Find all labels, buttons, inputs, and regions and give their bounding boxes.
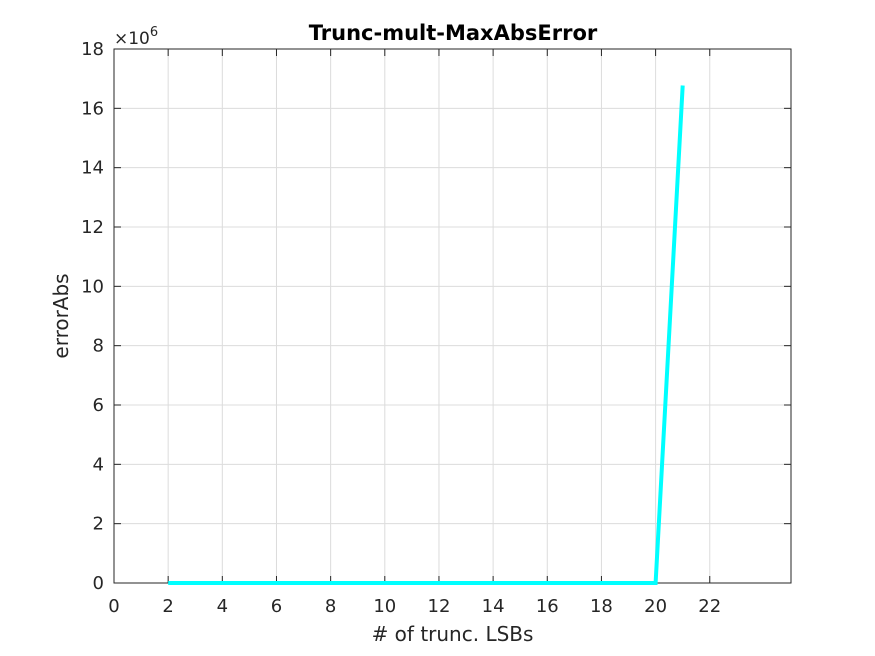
y-tick-label: 18: [81, 39, 104, 60]
y-tick-label: 10: [81, 276, 104, 297]
y-tick-label: 0: [93, 573, 104, 594]
x-tick-label: 0: [108, 596, 119, 617]
x-tick-label: 8: [325, 596, 336, 617]
y-tick-label: 4: [93, 454, 104, 475]
x-tick-label: 10: [373, 596, 396, 617]
ticks-layer: 0 2 4 6 8 10 12 14 16 18 20 22 0 2 4 6 8 10 12 14 16 18: [81, 39, 791, 617]
y-tick-label: 14: [81, 158, 104, 179]
y-tick-label: 8: [93, 336, 104, 357]
y-axis-label: errorAbs: [49, 273, 73, 358]
x-tick-label: 14: [482, 596, 505, 617]
series-layer: [168, 85, 685, 585]
x-tick-label: 22: [698, 596, 721, 617]
y-exponent-power: 6: [150, 25, 158, 40]
x-tick-label: 6: [271, 596, 282, 617]
y-exponent-base: ×10: [114, 29, 150, 49]
y-axis-exponent: ×106: [114, 25, 158, 49]
y-tick-label: 2: [93, 514, 104, 535]
chart-title: Trunc-mult-MaxAbsError: [309, 21, 598, 45]
x-tick-label: 12: [428, 596, 451, 617]
y-tick-label: 16: [81, 98, 104, 119]
y-tick-label: 6: [93, 395, 104, 416]
x-tick-label: 18: [590, 596, 613, 617]
x-tick-label: 16: [536, 596, 559, 617]
x-tick-label: 2: [162, 596, 173, 617]
x-axis-label: # of trunc. LSBs: [372, 622, 534, 646]
series-line: [168, 85, 685, 585]
x-tick-label: 20: [644, 596, 667, 617]
y-tick-label: 12: [81, 217, 104, 238]
x-tick-label: 4: [217, 596, 228, 617]
